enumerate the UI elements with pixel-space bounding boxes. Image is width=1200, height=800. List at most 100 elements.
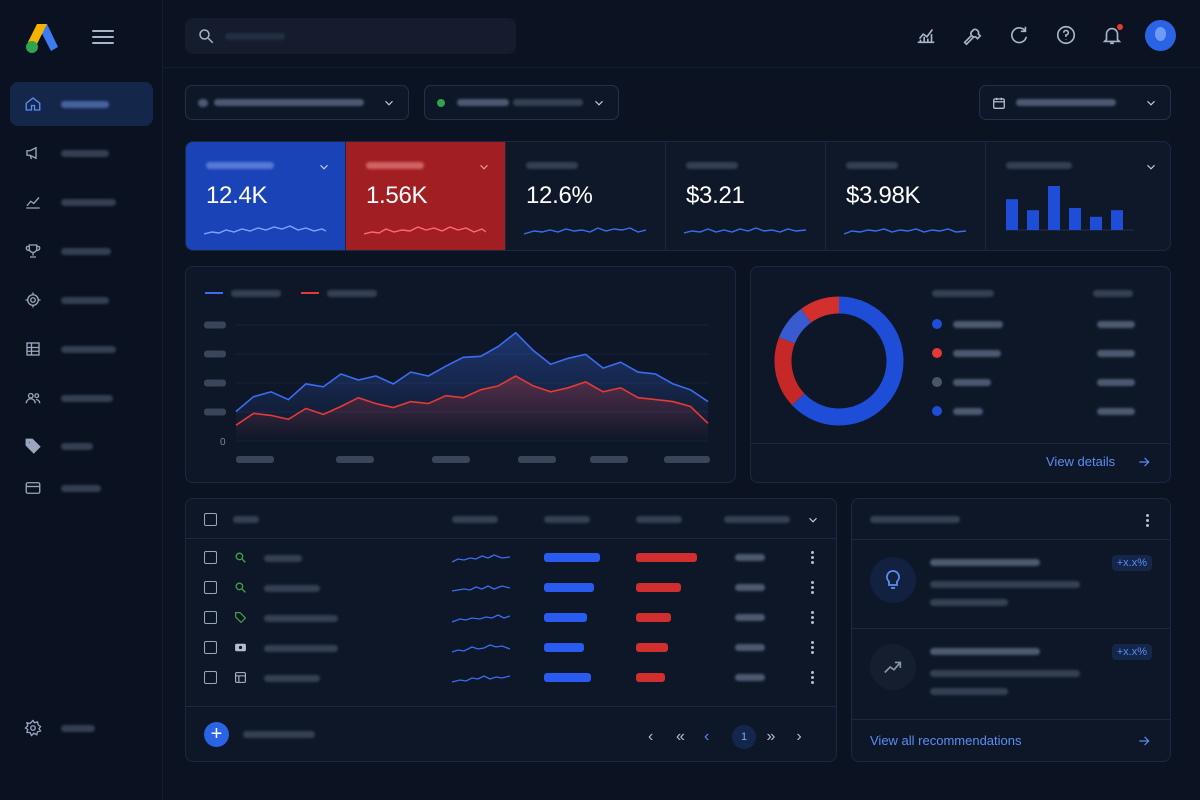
row-trend-sparkline — [452, 585, 510, 592]
recommendations-menu-button[interactable] — [1146, 512, 1150, 529]
add-button[interactable]: + — [204, 722, 229, 747]
kpi-card-avg-cpc[interactable]: $3.21 — [666, 142, 826, 250]
home-icon — [25, 97, 41, 111]
row-trend-sparkline — [452, 644, 510, 653]
arrow-right-icon[interactable] — [1137, 734, 1151, 748]
kpi-card-clicks[interactable]: 12.4K — [186, 142, 346, 250]
help-icon — [1056, 25, 1076, 45]
trending-up-icon — [870, 644, 916, 690]
current-page[interactable]: 1 — [732, 725, 756, 749]
tag-icon — [25, 438, 41, 454]
legend-swatch-blue — [205, 292, 223, 294]
help-button[interactable] — [1055, 24, 1077, 46]
divider — [751, 443, 1170, 444]
recommendation-title — [930, 559, 1040, 566]
table-row[interactable] — [186, 548, 836, 568]
avatar[interactable] — [1145, 20, 1176, 51]
sidebar-item-insights[interactable] — [10, 180, 153, 224]
kpi-label — [366, 162, 424, 169]
legend-swatch-red — [301, 292, 319, 294]
row-checkbox[interactable] — [204, 611, 217, 624]
sidebar-item-label — [61, 198, 116, 206]
kpi-sparkline — [524, 227, 646, 235]
kpi-sparkline — [684, 227, 806, 234]
x-tick-label-blurred — [664, 456, 710, 463]
x-tick-label-blurred — [432, 456, 470, 463]
first-page-icon[interactable]: « — [676, 728, 685, 745]
notifications-button[interactable] — [1101, 24, 1123, 46]
recommendation-card[interactable]: +x.x% — [852, 541, 1170, 629]
chevron-down-icon[interactable] — [806, 513, 820, 532]
date-range-select[interactable] — [979, 85, 1171, 120]
search-icon — [199, 29, 214, 44]
refresh-button[interactable] — [1008, 24, 1030, 46]
account-icon — [198, 98, 208, 107]
row-menu-button[interactable] — [811, 639, 815, 656]
kpi-card-impressions[interactable]: 1.56K — [346, 142, 506, 250]
row-clicks-bar — [544, 613, 587, 622]
chevron-down-icon[interactable] — [477, 160, 491, 179]
kpi-card-conversions[interactable] — [986, 142, 1170, 250]
menu-button[interactable] — [92, 26, 114, 46]
view-details-link[interactable]: View details — [1046, 454, 1116, 469]
row-checkbox[interactable] — [204, 671, 217, 684]
recommendation-card[interactable]: +x.x% — [852, 630, 1170, 718]
search-placeholder-blur — [225, 33, 285, 40]
search-box[interactable] — [185, 18, 516, 54]
select-all-checkbox[interactable] — [204, 513, 217, 526]
status-select-value-2 — [513, 99, 583, 106]
date-range-value — [1016, 99, 1116, 106]
table-row[interactable] — [186, 578, 836, 598]
view-all-recommendations-link[interactable]: View all recommendations — [870, 733, 1022, 748]
tools-button[interactable] — [961, 24, 983, 46]
last-page-icon[interactable]: » — [766, 728, 776, 745]
row-checkbox[interactable] — [204, 641, 217, 654]
people-icon — [25, 392, 41, 404]
google-ads-logo[interactable] — [24, 20, 60, 54]
sidebar-item-billing[interactable] — [10, 466, 153, 510]
mini-bar — [1027, 210, 1039, 230]
mini-bar — [1048, 186, 1060, 230]
chevron-left-icon[interactable]: ‹ — [704, 728, 710, 745]
sidebar-item-settings[interactable] — [10, 706, 153, 750]
chevron-down-icon — [382, 96, 396, 110]
sidebar-item-campaigns[interactable] — [10, 131, 153, 175]
sidebar-item-reports[interactable] — [10, 327, 153, 371]
prev-page-icon[interactable]: ‹ — [648, 728, 654, 745]
series-line — [235, 331, 709, 413]
chevron-down-icon[interactable] — [317, 160, 331, 179]
sidebar-item-audiences[interactable] — [10, 278, 153, 322]
row-clicks-bar — [544, 583, 594, 592]
y-tick-label-blurred — [204, 321, 226, 329]
performance-chart-panel: 0 — [185, 266, 736, 483]
table-row[interactable] — [186, 638, 836, 658]
row-impressions-bar — [636, 643, 668, 652]
sidebar-item-assets[interactable] — [10, 424, 153, 468]
sidebar-item-users[interactable] — [10, 376, 153, 420]
kpi-card-ctr[interactable]: 12.6% — [506, 142, 666, 250]
row-checkbox[interactable] — [204, 581, 217, 594]
sidebar-item-label — [61, 100, 109, 108]
next-page-icon[interactable]: › — [796, 728, 802, 745]
chevron-down-icon[interactable] — [1144, 160, 1158, 179]
status-dot — [437, 98, 445, 107]
kpi-card-cost[interactable]: $3.98K — [826, 142, 986, 250]
recommendation-line — [930, 581, 1080, 588]
analytics-button[interactable] — [915, 24, 937, 46]
sidebar-item-home[interactable] — [10, 82, 153, 126]
table-row[interactable] — [186, 608, 836, 628]
arrow-right-icon[interactable] — [1137, 455, 1151, 469]
account-select[interactable] — [185, 85, 409, 120]
row-menu-button[interactable] — [811, 579, 815, 596]
row-checkbox[interactable] — [204, 551, 217, 564]
row-menu-button[interactable] — [811, 549, 815, 566]
sidebar-item-goals[interactable] — [10, 229, 153, 273]
sidebar-item-label — [61, 296, 109, 304]
chevron-down-icon — [1144, 96, 1158, 110]
analytics-icon — [917, 29, 935, 44]
table-row[interactable] — [186, 668, 836, 688]
kpi-label — [1006, 162, 1072, 169]
row-menu-button[interactable] — [811, 669, 815, 686]
status-select[interactable] — [424, 85, 619, 120]
row-menu-button[interactable] — [811, 609, 815, 626]
